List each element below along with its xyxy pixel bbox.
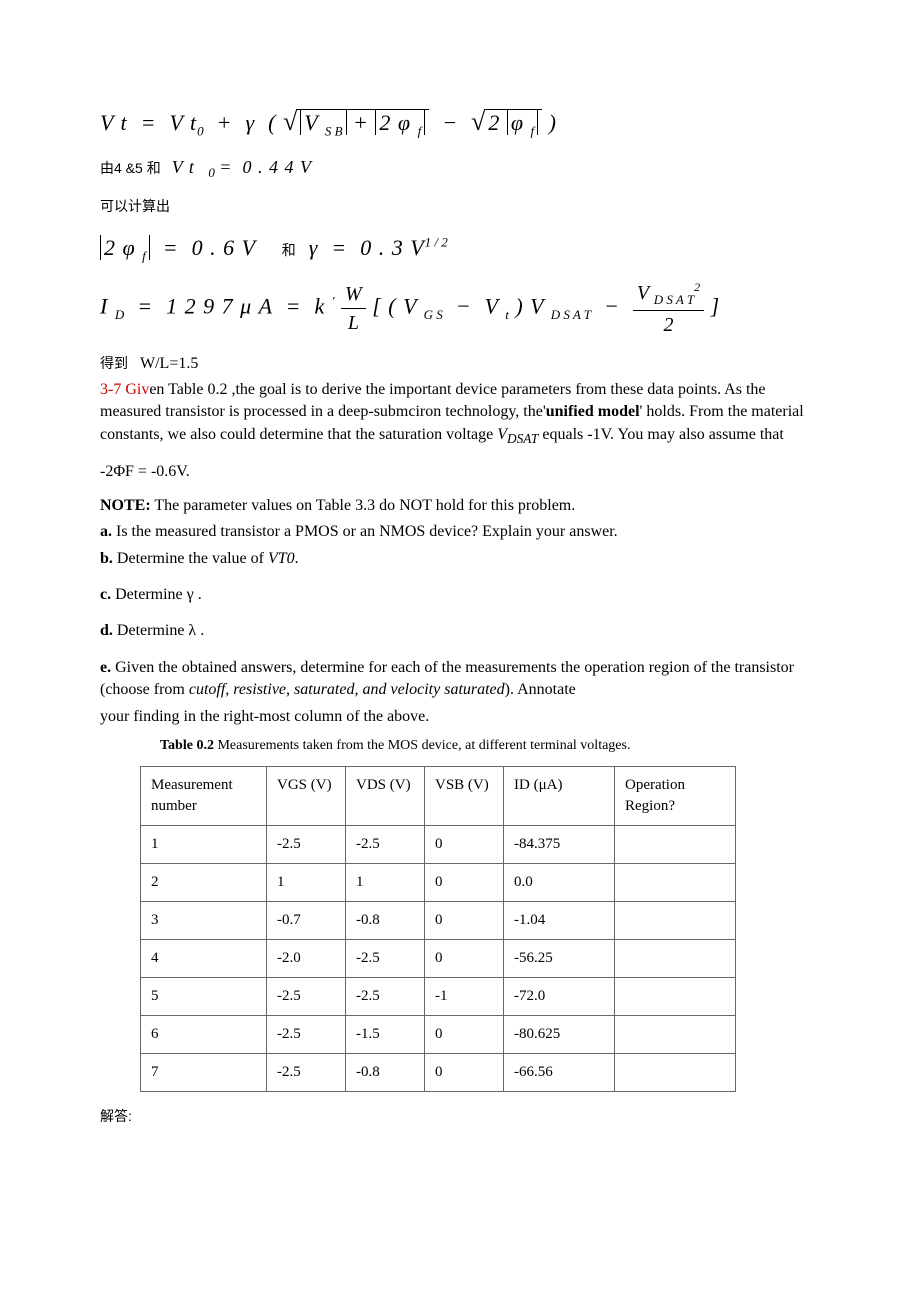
table-cell: 0.0 [504,863,615,901]
table-cell: -84.375 [504,825,615,863]
th-vds: VDS (V) [346,766,425,825]
table-cell: 0 [425,863,504,901]
table-cell: -0.8 [346,1053,425,1091]
table-cell [615,939,736,977]
table-cell: -1.04 [504,901,615,939]
table-cell [615,1053,736,1091]
table-cell: 2 [141,863,267,901]
table-header-row: Measurement number VGS (V) VDS (V) VSB (… [141,766,736,825]
note: NOTE: The parameter values on Table 3.3 … [100,495,820,517]
table-body: 1-2.5-2.50-84.37521100.03-0.7-0.80-1.044… [141,825,736,1091]
table-cell: 1 [267,863,346,901]
equation-line2: 由4 &5 和 V t 0 = 0 . 4 4 V [100,155,820,183]
table-cell: -2.5 [267,1053,346,1091]
th-measurement: Measurement number [141,766,267,825]
table-cell: -0.8 [346,901,425,939]
equation-vt: V t = V t0 + γ ( V S B + 2 φ f − 2 φ f ) [100,104,820,141]
table-cell: 0 [425,1015,504,1053]
part-a: a. Is the measured transistor a PMOS or … [100,521,820,543]
table-cell: 0 [425,939,504,977]
phi-line: -2ΦF = -0.6V. [100,461,820,483]
table-cell: 3 [141,901,267,939]
table-cell [615,1015,736,1053]
table-cell: 0 [425,825,504,863]
result-wl: 得到 W/L=1.5 [100,353,820,375]
table-row: 7-2.5-0.80-66.56 [141,1053,736,1091]
table-cell: -56.25 [504,939,615,977]
th-id: ID (μA) [504,766,615,825]
part-b: b. Determine the value of VT0. [100,548,820,570]
table-row: 3-0.7-0.80-1.04 [141,901,736,939]
cjk-line3: 可以计算出 [100,196,820,218]
part-e: e. Given the obtained answers, determine… [100,657,820,702]
table-cell [615,863,736,901]
equation-id: I D = 1 2 9 7 μ A = k ' WL [ ( V G S − V… [100,279,820,338]
table-row: 5-2.5-2.5-1-72.0 [141,977,736,1015]
table-cell: -66.56 [504,1053,615,1091]
table-cell: -2.5 [267,977,346,1015]
th-operation: Operation Region? [615,766,736,825]
table-cell: 7 [141,1053,267,1091]
table-cell: -72.0 [504,977,615,1015]
table-cell: -2.5 [346,939,425,977]
table-cell [615,977,736,1015]
cjk-text: 由4 &5 和 [100,160,161,176]
table-cell: 1 [346,863,425,901]
th-vsb: VSB (V) [425,766,504,825]
part-e-line2: your finding in the right-most column of… [100,706,820,728]
table-cell: 5 [141,977,267,1015]
measurements-table: Measurement number VGS (V) VDS (V) VSB (… [140,766,736,1092]
table-cell [615,825,736,863]
table-cell: -2.0 [267,939,346,977]
part-c: c. Determine γ . [100,584,820,606]
table-cell: 1 [141,825,267,863]
th-vgs: VGS (V) [267,766,346,825]
table-cell: -80.625 [504,1015,615,1053]
problem-intro: 3-7 Given Table 0.2 ,the goal is to deri… [100,379,820,449]
table-caption: Table 0.2 Measurements taken from the MO… [160,736,820,756]
table-cell: 4 [141,939,267,977]
table-row: 6-2.5-1.50-80.625 [141,1015,736,1053]
answer-label: 解答: [100,1106,820,1128]
equation-line4: 2 φ f = 0 . 6 V 和 γ = 0 . 3 V1 / 2 [100,233,820,266]
table-cell: -1 [425,977,504,1015]
table-cell: -2.5 [267,825,346,863]
table-cell: 6 [141,1015,267,1053]
table-cell: -2.5 [346,825,425,863]
table-cell: -2.5 [267,1015,346,1053]
table-cell: -2.5 [346,977,425,1015]
table-cell [615,901,736,939]
table-cell: -0.7 [267,901,346,939]
table-row: 1-2.5-2.50-84.375 [141,825,736,863]
table-row: 4-2.0-2.50-56.25 [141,939,736,977]
part-d: d. Determine λ . [100,620,820,642]
table-cell: 0 [425,901,504,939]
table-cell: 0 [425,1053,504,1091]
table-cell: -1.5 [346,1015,425,1053]
table-row: 21100.0 [141,863,736,901]
